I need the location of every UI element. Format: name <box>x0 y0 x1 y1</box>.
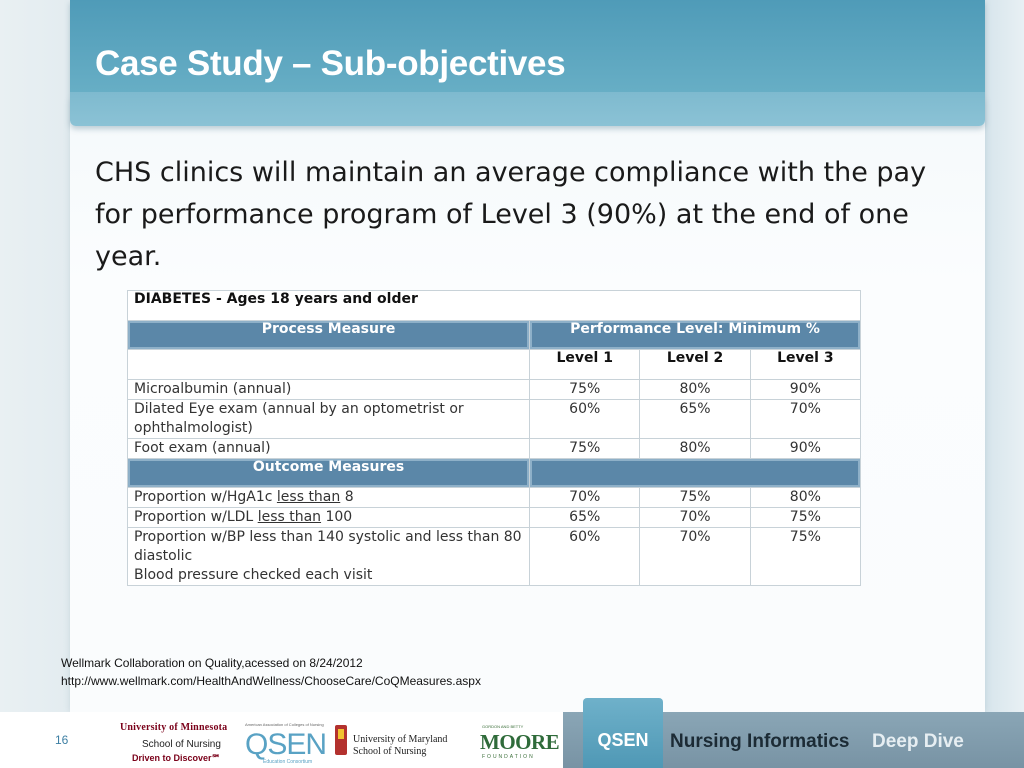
table-row: Foot exam (annual) 75% 80% 90% <box>126 438 862 459</box>
measure-suffix: 8 <box>340 489 354 505</box>
moore-logo-sub: FOUNDATION <box>482 754 535 760</box>
level-2-value: 65% <box>639 399 751 439</box>
level-3-value: 90% <box>749 438 862 459</box>
qsen-logo-text: QSEN <box>245 728 327 761</box>
umd-shield-icon <box>335 725 347 755</box>
table-row: Proportion w/BP less than 140 systolic a… <box>126 527 862 586</box>
slide-title: Case Study – Sub-objectives <box>95 44 566 83</box>
page-number: 16 <box>55 733 69 747</box>
levels-empty-cell <box>126 349 531 380</box>
measure-name: Proportion w/LDL less than 100 <box>126 507 531 528</box>
level-1-value: 60% <box>529 399 641 439</box>
measure-line-2: Blood pressure checked each visit <box>134 567 373 583</box>
qsen-logo-top: American Association of Colleges of Nurs… <box>245 722 324 727</box>
umn-logo-tagline: Driven to Discover℠ <box>132 753 221 763</box>
diabetes-measures-table: DIABETES - Ages 18 years and older Proce… <box>126 290 862 586</box>
qsen-logo-sub: Education Consortium <box>263 759 313 765</box>
level-3-value: 90% <box>749 379 862 400</box>
qsen-consortium-logo: American Association of Colleges of Nurs… <box>243 720 328 766</box>
outcome-header-row: Outcome Measures <box>126 458 861 488</box>
table-title-row: DIABETES - Ages 18 years and older <box>127 290 861 321</box>
measure-prefix: Proportion w/HgA1c <box>134 489 277 505</box>
table-row: Microalbumin (annual) 75% 80% 90% <box>126 379 862 400</box>
level-2-header: Level 2 <box>639 349 751 380</box>
level-3-value: 80% <box>749 487 862 508</box>
level-1-value: 75% <box>529 379 641 400</box>
outcome-measures-header: Outcome Measures <box>126 458 531 488</box>
table-title: DIABETES - Ages 18 years and older <box>127 290 861 321</box>
citation-url[interactable]: http://www.wellmark.com/HealthAndWellnes… <box>61 674 481 688</box>
measure-underlined: less than <box>257 509 322 525</box>
level-2-value: 75% <box>639 487 751 508</box>
level-2-value: 70% <box>639 527 751 586</box>
levels-row: Level 1 Level 2 Level 3 <box>126 349 862 380</box>
level-1-value: 75% <box>529 438 641 459</box>
objective-text: CHS clinics will maintain an average com… <box>95 157 927 272</box>
level-3-value: 70% <box>749 399 862 439</box>
umd-nursing-logo: University of Maryland School of Nursing <box>335 722 475 762</box>
level-1-value: 60% <box>529 527 641 586</box>
moore-foundation-logo: GORDON AND BETTY MOORE FOUNDATION <box>480 722 560 764</box>
level-2-value: 80% <box>639 379 751 400</box>
level-3-value: 75% <box>749 527 862 586</box>
level-3-value: 75% <box>749 507 862 528</box>
performance-level-header: Performance Level: Minimum % <box>529 320 861 350</box>
measure-underlined: less than <box>276 489 341 505</box>
measure-name: Foot exam (annual) <box>126 438 531 459</box>
umn-nursing-logo: University of Minnesota School of Nursin… <box>120 720 232 766</box>
moore-logo-top: GORDON AND BETTY <box>482 724 524 729</box>
measure-name: Microalbumin (annual) <box>126 379 531 400</box>
measure-suffix: 100 <box>321 509 353 525</box>
level-1-value: 70% <box>529 487 641 508</box>
measure-name: Dilated Eye exam (annual by an optometri… <box>126 399 531 439</box>
level-1-header: Level 1 <box>529 349 641 380</box>
umn-logo-line-2: School of Nursing <box>142 739 221 750</box>
measure-prefix: Proportion w/LDL <box>134 509 258 525</box>
umn-logo-line-1: University of Minnesota <box>120 722 228 733</box>
process-measure-header: Process Measure <box>126 320 531 350</box>
measure-name: Proportion w/HgA1c less than 8 <box>126 487 531 508</box>
citation-source: Wellmark Collaboration on Quality,acesse… <box>61 656 363 670</box>
level-2-value: 70% <box>639 507 751 528</box>
nursing-informatics-label: Nursing Informatics <box>670 731 850 752</box>
table-row: Proportion w/HgA1c less than 8 70% 75% 8… <box>126 487 862 508</box>
measure-name: Proportion w/BP less than 140 systolic a… <box>126 527 531 586</box>
measure-line-1: Proportion w/BP less than 140 systolic a… <box>134 529 522 564</box>
level-3-header: Level 3 <box>749 349 862 380</box>
qsen-tab: QSEN <box>583 698 663 768</box>
table-row: Proportion w/LDL less than 100 65% 70% 7… <box>126 507 862 528</box>
moore-logo-text: MOORE <box>480 730 560 754</box>
qsen-tab-label: QSEN <box>597 730 649 750</box>
level-1-value: 65% <box>529 507 641 528</box>
title-bar-highlight <box>70 0 985 92</box>
process-header-row: Process Measure Performance Level: Minim… <box>126 320 861 350</box>
table-row: Dilated Eye exam (annual by an optometri… <box>126 399 862 439</box>
outcome-empty-header <box>529 458 861 488</box>
umd-logo-line-1: University of Maryland <box>353 734 448 745</box>
deep-dive-label: Deep Dive <box>872 731 964 752</box>
right-margin <box>985 0 1024 712</box>
left-margin <box>0 0 70 712</box>
citation: Wellmark Collaboration on Quality,acesse… <box>61 654 481 690</box>
umd-logo-line-2: School of Nursing <box>353 746 427 757</box>
level-2-value: 80% <box>639 438 751 459</box>
